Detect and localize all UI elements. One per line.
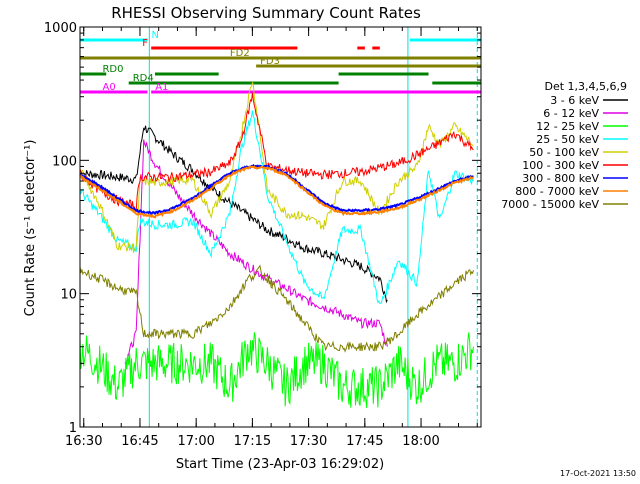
plot-frame: [79, 26, 482, 428]
legend-label: 50 - 100 keV: [529, 146, 599, 159]
series-line-5: [79, 92, 474, 213]
legend-label: 12 - 25 keV: [536, 120, 599, 133]
state-bar-label-fd3: FD3: [260, 56, 280, 67]
state-bar-label-n: N: [151, 30, 158, 41]
plot-marks: NF FD2 FD3 RD0 RD4 A0 A1: [79, 27, 481, 427]
x-tick-label: 16:30: [65, 434, 102, 449]
state-bar-label-a0: A0: [102, 82, 115, 93]
y-tick-label: 1000: [44, 21, 77, 36]
state-bar-label-rd0: RD0: [102, 64, 123, 75]
legend-title: Det 1,3,4,5,6,9: [544, 80, 627, 93]
state-bar-label-fd2: FD2: [230, 48, 250, 59]
y-tick-label: 100: [52, 154, 77, 169]
legend-label: 300 - 800 keV: [522, 172, 599, 185]
state-bar-label-f: F: [142, 38, 148, 49]
series-line-3: [79, 110, 474, 304]
state-bar-label-rd4: RD4: [133, 73, 154, 84]
series-line-4: [79, 81, 474, 254]
y-axis-label: Count Rate (s⁻¹ detector⁻¹): [23, 140, 38, 317]
legend-label: 100 - 300 keV: [522, 159, 599, 172]
series-line-0: [79, 125, 388, 304]
x-tick-label: 17:00: [177, 434, 214, 449]
x-tick-label: 17:45: [346, 434, 383, 449]
axes: 1 10 100 1000 16:30 16:45 17:00 17:15 17:30 17:45…: [44, 21, 481, 449]
footer-date: 17-Oct-2021 13:50: [560, 469, 636, 478]
x-tick-label: 17:15: [234, 434, 271, 449]
series-line-2: [79, 332, 474, 408]
x-tick-label: 18:00: [402, 434, 439, 449]
series-line-7: [79, 165, 474, 219]
legend-label: 6 - 12 keV: [543, 107, 599, 120]
chart-title: RHESSI Observing Summary Count Rates: [111, 4, 421, 22]
x-axis-label: Start Time (23-Apr-03 16:29:02): [176, 457, 384, 472]
legend-label: 800 - 7000 keV: [515, 185, 599, 198]
legend-label: 3 - 6 keV: [550, 94, 599, 107]
series-line-1: [124, 139, 388, 367]
series-line-8: [79, 264, 474, 353]
legend-label: 25 - 50 keV: [536, 133, 599, 146]
y-tick-label: 1: [69, 421, 77, 436]
legend-label: 7000 - 15000 keV: [501, 198, 599, 211]
y-tick-label: 10: [60, 288, 77, 303]
x-tick-label: 17:30: [290, 434, 327, 449]
state-bar-label-a1: A1: [155, 82, 168, 93]
x-tick-label: 16:45: [121, 434, 158, 449]
